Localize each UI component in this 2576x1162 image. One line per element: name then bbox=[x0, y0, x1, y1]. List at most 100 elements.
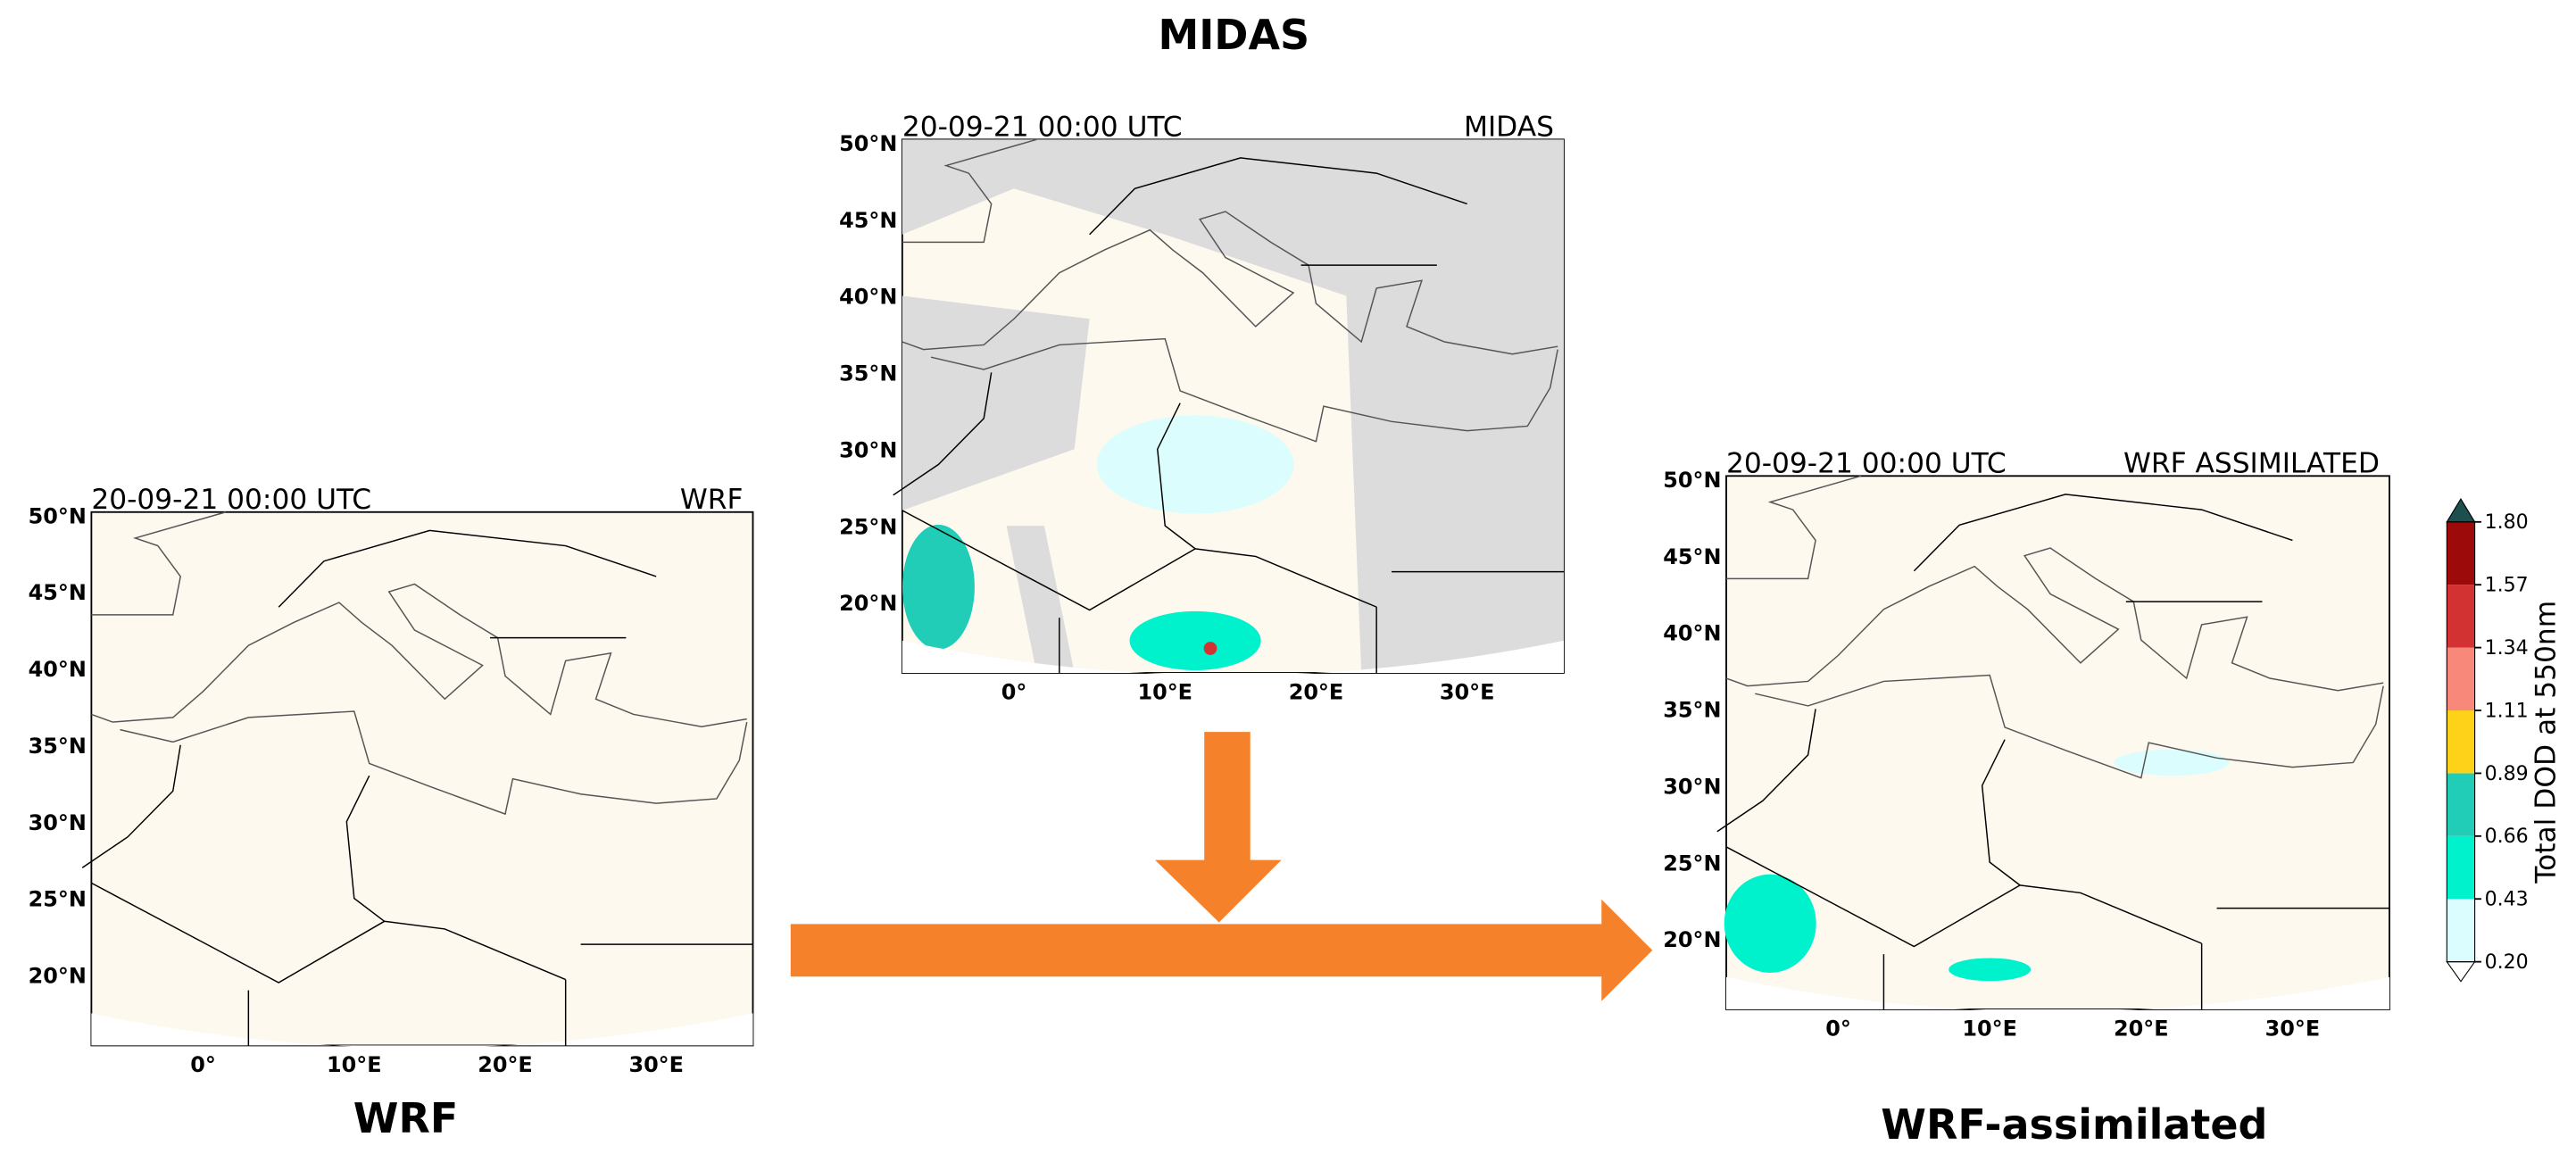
dust bbox=[1203, 642, 1217, 655]
panel-header-left: 20-09-21 00:00 UTC bbox=[1726, 448, 2007, 480]
lat-label: 20°N bbox=[839, 591, 897, 616]
panel-caption: WRF bbox=[353, 1094, 459, 1142]
border bbox=[1157, 403, 1196, 550]
coastline bbox=[120, 710, 748, 816]
lat-label: 25°N bbox=[839, 514, 897, 539]
coastline bbox=[1755, 674, 2384, 779]
lat-label: 40°N bbox=[29, 657, 87, 682]
coastline bbox=[930, 337, 1558, 443]
border bbox=[278, 529, 657, 608]
lat-label: 25°N bbox=[29, 887, 87, 912]
lat-label: 45°N bbox=[29, 580, 87, 605]
panel-header-right: MIDAS bbox=[1464, 112, 1554, 144]
map-frame bbox=[90, 510, 754, 1047]
dust bbox=[902, 524, 975, 650]
colorbar-segment bbox=[2447, 585, 2475, 648]
lat-label: 50°N bbox=[29, 503, 87, 528]
panel-header-left: 20-09-21 00:00 UTC bbox=[91, 484, 371, 516]
dust bbox=[1096, 415, 1294, 514]
lon-label: 10°E bbox=[1137, 679, 1192, 704]
no-data bbox=[902, 139, 1564, 673]
dust bbox=[2114, 749, 2230, 776]
lat-label: 50°N bbox=[1663, 468, 1721, 493]
coastline bbox=[91, 511, 227, 616]
map-panel: 20-09-21 00:00 UTC MIDAS 50°N 45°N 40°N 35°N 3… bbox=[839, 112, 1565, 704]
dust bbox=[1129, 610, 1261, 671]
lat-label: 35°N bbox=[1663, 698, 1721, 723]
border bbox=[1913, 494, 2293, 572]
lon-label: 10°E bbox=[1962, 1016, 2017, 1041]
coastline bbox=[91, 583, 747, 727]
lat-label: 50°N bbox=[839, 131, 897, 156]
lat-label: 45°N bbox=[1663, 544, 1721, 569]
coastline bbox=[91, 1013, 753, 1049]
colorbar-segment bbox=[2447, 647, 2475, 711]
lat-label: 35°N bbox=[29, 734, 87, 759]
colorbar-tick-label: 1.11 bbox=[2485, 700, 2529, 722]
dust bbox=[1724, 874, 1816, 973]
colorbar-tick-label: 1.57 bbox=[2485, 575, 2529, 597]
map-panel: 20-09-21 00:00 UTC WRF ASSIMILATED 50°N 45°… bbox=[1663, 448, 2390, 1149]
colorbar-segment bbox=[2447, 835, 2475, 900]
right-arrow bbox=[790, 899, 1653, 1001]
border bbox=[1089, 157, 1467, 236]
coastline bbox=[902, 211, 1558, 355]
lat-label: 25°N bbox=[1663, 851, 1721, 876]
colorbar-segment bbox=[2447, 899, 2475, 962]
colorbar-extend bbox=[2446, 497, 2476, 523]
border bbox=[893, 372, 993, 496]
coastline bbox=[902, 640, 1564, 676]
map-frame bbox=[1725, 475, 2390, 1010]
dust bbox=[1949, 958, 2032, 982]
lat-label: 20°N bbox=[29, 964, 87, 989]
no-data bbox=[902, 295, 1090, 510]
panel-caption: WRF-assimilated bbox=[1881, 1100, 2267, 1149]
lon-label: 30°E bbox=[1440, 679, 1495, 704]
lat-label: 45°N bbox=[839, 208, 897, 233]
lon-label: 30°E bbox=[2265, 1016, 2321, 1041]
colorbar-frame bbox=[2446, 521, 2476, 963]
border bbox=[81, 744, 181, 868]
lat-label: 30°N bbox=[1663, 774, 1721, 799]
coastline bbox=[1726, 475, 1862, 580]
lat-label: 40°N bbox=[1663, 621, 1721, 646]
lon-label: 30°E bbox=[628, 1052, 684, 1077]
border bbox=[1716, 709, 1816, 833]
no-data bbox=[1006, 526, 1075, 673]
lat-label: 20°N bbox=[1663, 927, 1721, 952]
lon-label: 10°E bbox=[327, 1052, 382, 1077]
colorbar-tick-label: 0.20 bbox=[2485, 951, 2529, 974]
colorbar-segment bbox=[2447, 773, 2475, 836]
down-arrow bbox=[1155, 732, 1282, 923]
lon-label: 0° bbox=[190, 1052, 216, 1077]
lat-label: 35°N bbox=[839, 361, 897, 386]
figure-title: MIDAS bbox=[1158, 11, 1309, 59]
lat-label: 30°N bbox=[839, 437, 897, 462]
lon-label: 0° bbox=[1825, 1016, 1851, 1041]
colorbar-tick-label: 0.43 bbox=[2485, 889, 2529, 911]
lon-label: 20°E bbox=[2114, 1016, 2169, 1041]
colorbar-tick-label: 1.34 bbox=[2485, 637, 2529, 660]
colorbar-segment bbox=[2447, 521, 2475, 585]
colorbar-tick-label: 0.89 bbox=[2485, 763, 2529, 785]
lat-label: 30°N bbox=[29, 810, 87, 835]
lat-label: 40°N bbox=[839, 285, 897, 310]
coastline bbox=[902, 138, 1037, 244]
panel-header-left: 20-09-21 00:00 UTC bbox=[902, 112, 1183, 144]
lon-label: 20°E bbox=[1289, 679, 1344, 704]
colorbar-label: Total DOD at 550nm bbox=[2530, 601, 2563, 884]
coastline bbox=[1725, 547, 2384, 692]
colorbar-tick-label: 0.66 bbox=[2485, 826, 2529, 848]
lon-label: 0° bbox=[1001, 679, 1027, 704]
colorbar-tick-label: 1.80 bbox=[2485, 511, 2529, 534]
panel-header-right: WRF ASSIMILATED bbox=[2123, 448, 2380, 480]
colorbar-extend bbox=[2446, 961, 2476, 983]
border bbox=[345, 775, 386, 922]
colorbar-segment bbox=[2447, 710, 2475, 774]
lon-label: 20°E bbox=[478, 1052, 533, 1077]
map-panel: 20-09-21 00:00 UTC WRF 50°N 45°N 40°N 35°N 30°… bbox=[29, 484, 754, 1142]
panel-header-right: WRF bbox=[680, 484, 744, 516]
border bbox=[1981, 739, 2021, 886]
coastline bbox=[1726, 976, 2389, 1012]
